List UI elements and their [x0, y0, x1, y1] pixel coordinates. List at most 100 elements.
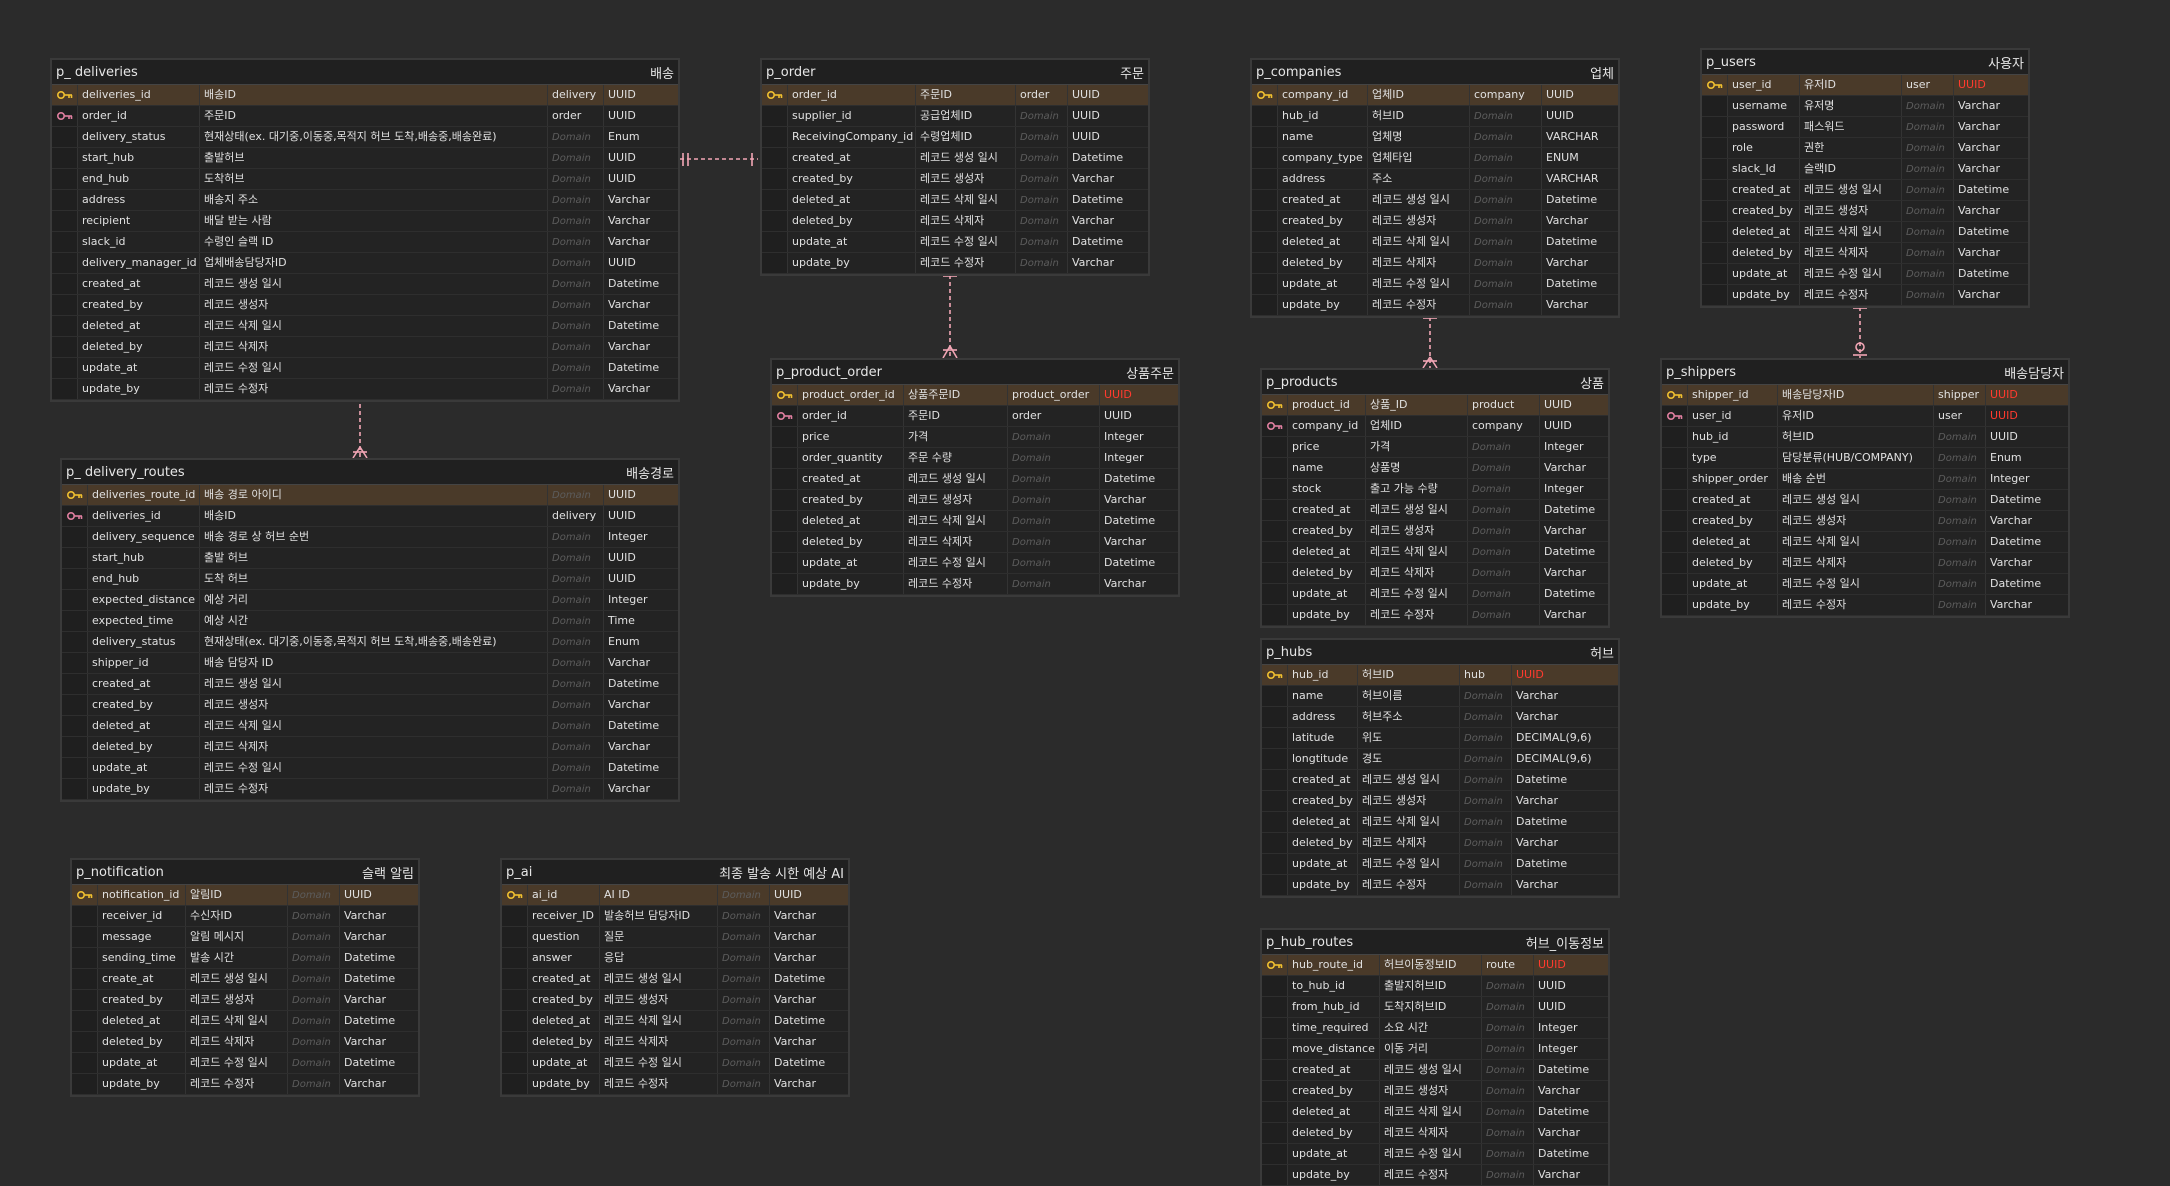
column-row[interactable]: created_by 레코드 생성자 Domain Varchar: [52, 295, 678, 316]
column-row[interactable]: update_at 레코드 수정 일시 Domain Datetime: [1262, 1144, 1608, 1165]
column-row[interactable]: update_at 레코드 수정 일시 Domain Datetime: [502, 1053, 848, 1074]
column-row[interactable]: update_at 레코드 수정 일시 Domain Datetime: [1662, 574, 2068, 595]
column-row[interactable]: receiver_ID 발송허브 담당자ID Domain Varchar: [502, 906, 848, 927]
column-row[interactable]: created_at 레코드 생성 일시 Domain Datetime: [1262, 500, 1608, 521]
column-row[interactable]: company_id 업체ID company UUID: [1252, 85, 1618, 106]
column-row[interactable]: update_at 레코드 수정 일시 Domain Datetime: [52, 358, 678, 379]
column-row[interactable]: deleted_by 레코드 삭제자 Domain Varchar: [62, 737, 678, 758]
table-p-hubs[interactable]: p_hubs 허브 hub_id 허브ID hub UUID name 허브이름…: [1262, 640, 1618, 896]
column-row[interactable]: created_by 레코드 생성자 Domain Varchar: [762, 169, 1148, 190]
table-p-shippers[interactable]: p_shippers 배송담당자 shipper_id 배송담당자ID ship…: [1662, 360, 2068, 616]
column-row[interactable]: deleted_by 레코드 삭제자 Domain Varchar: [1252, 253, 1618, 274]
column-row[interactable]: expected_time 예상 시간 Domain Time: [62, 611, 678, 632]
column-row[interactable]: slack_Id 슬랙ID Domain Varchar: [1702, 159, 2028, 180]
column-row[interactable]: shipper_id 배송 담당자 ID Domain Varchar: [62, 653, 678, 674]
column-row[interactable]: created_at 레코드 생성 일시 Domain Datetime: [62, 674, 678, 695]
column-row[interactable]: deleted_at 레코드 삭제 일시 Domain Datetime: [1262, 542, 1608, 563]
column-row[interactable]: end_hub 도착허브 Domain UUID: [52, 169, 678, 190]
column-row[interactable]: from_hub_id 도착지허브ID Domain UUID: [1262, 997, 1608, 1018]
column-row[interactable]: delivery_status 현재상태(ex. 대기중,이동중,목적지 허브 …: [52, 127, 678, 148]
column-row[interactable]: created_by 레코드 생성자 Domain Varchar: [72, 990, 418, 1011]
table-p-delivery-routes[interactable]: p_ delivery_routes 배송경로 deliveries_route…: [62, 460, 678, 800]
column-row[interactable]: price 가격 Domain Integer: [1262, 437, 1608, 458]
column-row[interactable]: update_at 레코드 수정 일시 Domain Datetime: [1252, 274, 1618, 295]
column-row[interactable]: deleted_by 레코드 삭제자 Domain Varchar: [1662, 553, 2068, 574]
column-row[interactable]: deleted_at 레코드 삭제 일시 Domain Datetime: [762, 190, 1148, 211]
column-row[interactable]: user_id 유저ID user UUID: [1702, 75, 2028, 96]
column-row[interactable]: deleted_at 레코드 삭제 일시 Domain Datetime: [72, 1011, 418, 1032]
column-row[interactable]: start_hub 출발허브 Domain UUID: [52, 148, 678, 169]
column-row[interactable]: created_by 레코드 생성자 Domain Varchar: [772, 490, 1178, 511]
column-row[interactable]: deliveries_route_id 배송 경로 아이디 Domain UUI…: [62, 485, 678, 506]
column-row[interactable]: created_by 레코드 생성자 Domain Varchar: [1262, 1081, 1608, 1102]
column-row[interactable]: product_id 상품_ID product UUID: [1262, 395, 1608, 416]
column-row[interactable]: created_by 레코드 생성자 Domain Varchar: [1262, 521, 1608, 542]
column-row[interactable]: hub_id 허브ID Domain UUID: [1252, 106, 1618, 127]
table-p-products[interactable]: p_products 상품 product_id 상품_ID product U…: [1262, 370, 1608, 626]
column-row[interactable]: hub_id 허브ID Domain UUID: [1662, 427, 2068, 448]
column-row[interactable]: created_at 레코드 생성 일시 Domain Datetime: [1262, 770, 1618, 791]
column-row[interactable]: update_by 레코드 수정자 Domain Varchar: [1702, 285, 2028, 306]
table-p-notification[interactable]: p_notification 슬랙 알림 notification_id 알림I…: [72, 860, 418, 1095]
column-row[interactable]: update_by 레코드 수정자 Domain Varchar: [52, 379, 678, 400]
column-row[interactable]: created_at 레코드 생성 일시 Domain Datetime: [772, 469, 1178, 490]
column-row[interactable]: update_at 레코드 수정 일시 Domain Datetime: [62, 758, 678, 779]
column-row[interactable]: update_by 레코드 수정자 Domain Varchar: [1662, 595, 2068, 616]
column-row[interactable]: deleted_at 레코드 삭제 일시 Domain Datetime: [62, 716, 678, 737]
column-row[interactable]: update_by 레코드 수정자 Domain Varchar: [1262, 605, 1608, 626]
column-row[interactable]: deleted_by 레코드 삭제자 Domain Varchar: [1262, 833, 1618, 854]
column-row[interactable]: hub_id 허브ID hub UUID: [1262, 665, 1618, 686]
table-p-deliveries[interactable]: p_ deliveries 배송 deliveries_id 배송ID deli…: [52, 60, 678, 400]
column-row[interactable]: update_at 레코드 수정 일시 Domain Datetime: [72, 1053, 418, 1074]
column-row[interactable]: order_id 주문ID order UUID: [52, 106, 678, 127]
column-row[interactable]: question 질문 Domain Varchar: [502, 927, 848, 948]
column-row[interactable]: answer 응답 Domain Varchar: [502, 948, 848, 969]
column-row[interactable]: update_by 레코드 수정자 Domain Varchar: [762, 253, 1148, 274]
column-row[interactable]: slack_id 수령인 슬랙 ID Domain Varchar: [52, 232, 678, 253]
column-row[interactable]: deliveries_id 배송ID delivery UUID: [62, 506, 678, 527]
column-row[interactable]: password 패스워드 Domain Varchar: [1702, 117, 2028, 138]
column-row[interactable]: update_by 레코드 수정자 Domain Varchar: [1262, 1165, 1608, 1186]
column-row[interactable]: deleted_by 레코드 삭제자 Domain Varchar: [72, 1032, 418, 1053]
column-row[interactable]: name 상품명 Domain Varchar: [1262, 458, 1608, 479]
column-row[interactable]: receiver_id 수신자ID Domain Varchar: [72, 906, 418, 927]
column-row[interactable]: delivery_status 현재상태(ex. 대기중,이동중,목적지 허브 …: [62, 632, 678, 653]
column-row[interactable]: username 유저명 Domain Varchar: [1702, 96, 2028, 117]
column-row[interactable]: deleted_at 레코드 삭제 일시 Domain Datetime: [52, 316, 678, 337]
column-row[interactable]: created_by 레코드 생성자 Domain Varchar: [1662, 511, 2068, 532]
column-row[interactable]: stock 출고 가능 수량 Domain Integer: [1262, 479, 1608, 500]
column-row[interactable]: create_at 레코드 생성 일시 Domain Datetime: [72, 969, 418, 990]
column-row[interactable]: type 담당분류(HUB/COMPANY) Domain Enum: [1662, 448, 2068, 469]
column-row[interactable]: deleted_at 레코드 삭제 일시 Domain Datetime: [772, 511, 1178, 532]
column-row[interactable]: deleted_by 레코드 삭제자 Domain Varchar: [762, 211, 1148, 232]
column-row[interactable]: deleted_by 레코드 삭제자 Domain Varchar: [1262, 1123, 1608, 1144]
column-row[interactable]: deleted_by 레코드 삭제자 Domain Varchar: [1262, 563, 1608, 584]
column-row[interactable]: move_distance 이동 거리 Domain Integer: [1262, 1039, 1608, 1060]
column-row[interactable]: user_id 유저ID user UUID: [1662, 406, 2068, 427]
column-row[interactable]: recipient 배달 받는 사람 Domain Varchar: [52, 211, 678, 232]
column-row[interactable]: order_id 주문ID order UUID: [772, 406, 1178, 427]
table-p-product-order[interactable]: p_product_order 상품주문 product_order_id 상품…: [772, 360, 1178, 595]
column-row[interactable]: deleted_by 레코드 삭제자 Domain Varchar: [772, 532, 1178, 553]
column-row[interactable]: deleted_at 레코드 삭제 일시 Domain Datetime: [1702, 222, 2028, 243]
column-row[interactable]: created_by 레코드 생성자 Domain Varchar: [1702, 201, 2028, 222]
column-row[interactable]: update_at 레코드 수정 일시 Domain Datetime: [1262, 584, 1608, 605]
column-row[interactable]: created_at 레코드 생성 일시 Domain Datetime: [1262, 1060, 1608, 1081]
column-row[interactable]: address 허브주소 Domain Varchar: [1262, 707, 1618, 728]
column-row[interactable]: to_hub_id 출발지허브ID Domain UUID: [1262, 976, 1608, 997]
column-row[interactable]: company_type 업체타입 Domain ENUM: [1252, 148, 1618, 169]
column-row[interactable]: update_by 레코드 수정자 Domain Varchar: [772, 574, 1178, 595]
column-row[interactable]: deleted_by 레코드 삭제자 Domain Varchar: [502, 1032, 848, 1053]
column-row[interactable]: shipper_order 배송 순번 Domain Integer: [1662, 469, 2068, 490]
table-p-ai[interactable]: p_ai 최종 발송 시한 예상 AI ai_id AI ID Domain U…: [502, 860, 848, 1095]
column-row[interactable]: created_at 레코드 생성 일시 Domain Datetime: [1252, 190, 1618, 211]
column-row[interactable]: created_by 레코드 생성자 Domain Varchar: [1262, 791, 1618, 812]
column-row[interactable]: deleted_by 레코드 삭제자 Domain Varchar: [1702, 243, 2028, 264]
column-row[interactable]: deleted_at 레코드 삭제 일시 Domain Datetime: [1262, 812, 1618, 833]
column-row[interactable]: deleted_at 레코드 삭제 일시 Domain Datetime: [1262, 1102, 1608, 1123]
column-row[interactable]: address 주소 Domain VARCHAR: [1252, 169, 1618, 190]
column-row[interactable]: deleted_at 레코드 삭제 일시 Domain Datetime: [1662, 532, 2068, 553]
table-p-hub-routes[interactable]: p_hub_routes 허브_이동정보 hub_route_id 허브이동정보…: [1262, 930, 1608, 1186]
column-row[interactable]: address 배송지 주소 Domain Varchar: [52, 190, 678, 211]
column-row[interactable]: deleted_at 레코드 삭제 일시 Domain Datetime: [1252, 232, 1618, 253]
